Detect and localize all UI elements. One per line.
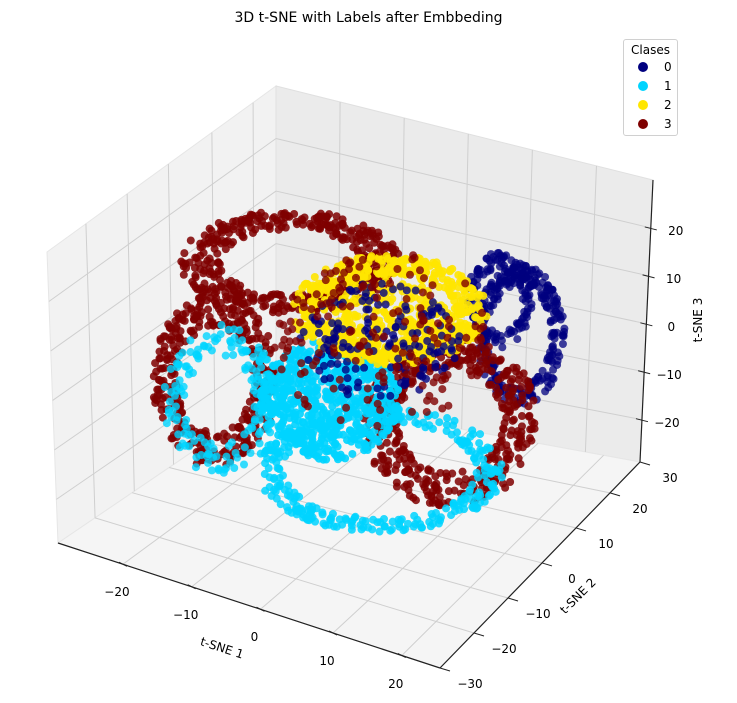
z-axis-line (639, 179, 654, 463)
legend-marker-icon (638, 118, 648, 129)
z-axis-label: t-SNE 3 (691, 297, 705, 343)
y-tick-label: 20 (632, 501, 648, 516)
legend-title: Clases (631, 43, 670, 57)
x-tick-label: 10 (319, 654, 335, 668)
legend-item-3: 3 (624, 114, 677, 133)
y-tick-label: −10 (525, 606, 551, 621)
z-tick-label: 0 (667, 319, 676, 334)
chart-title: 3D t-SNE with Labels after Embbeding (234, 10, 503, 26)
y-tick-label: 0 (568, 571, 576, 586)
y-tick-label: −20 (491, 641, 517, 656)
legend-marker-icon (638, 99, 648, 110)
x-tick-label: 0 (250, 630, 259, 645)
legend-marker-icon (638, 61, 648, 72)
legend: Clases 0 1 2 3 (623, 39, 678, 136)
y-tick-label: 10 (598, 536, 614, 551)
z-tick-label: −20 (654, 415, 680, 430)
legend-item-1: 1 (624, 76, 677, 95)
y-axis-line (439, 461, 641, 669)
tick-marks (118, 226, 657, 672)
y-tick-label: 30 (662, 471, 678, 485)
x-tick-label: 20 (388, 676, 404, 691)
x-tick-label: −20 (104, 585, 130, 600)
scatter-points (149, 208, 569, 536)
x-tick-label: −10 (173, 607, 199, 622)
legend-item-2: 2 (624, 95, 677, 114)
legend-item-0: 0 (624, 57, 677, 76)
y-tick-label: −30 (457, 677, 483, 691)
z-tick-label: −10 (656, 367, 682, 382)
z-tick-label: 10 (665, 271, 682, 286)
legend-marker-icon (638, 80, 648, 91)
z-tick-label: 20 (668, 223, 684, 238)
